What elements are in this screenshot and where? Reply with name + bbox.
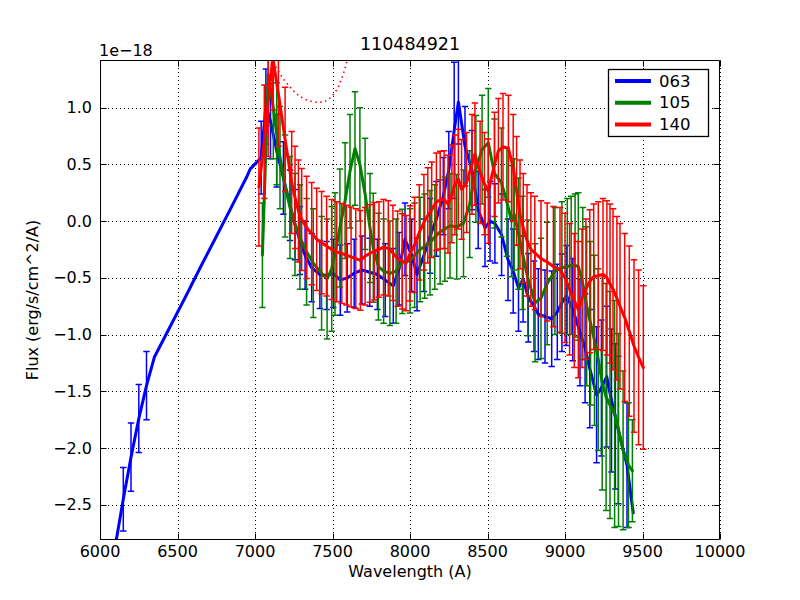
x-axis-label: Wavelength (A) xyxy=(348,562,471,581)
chart-title: 110484921 xyxy=(360,34,460,54)
y-tick-label: −0.5 xyxy=(53,268,92,287)
x-tick-label: 8000 xyxy=(390,542,431,561)
y-tick-label: 1.0 xyxy=(67,98,92,117)
x-tick-label: 7000 xyxy=(235,542,276,561)
y-tick-label: −1.5 xyxy=(53,382,92,401)
y-tick-label: 0.0 xyxy=(67,212,92,231)
y-tick-label: −2.5 xyxy=(53,495,92,514)
spectrum-figure: 6000 6500 7000 7500 8000 8500 9000 9500 10000 −2.… xyxy=(0,0,800,600)
x-tick-label: 9000 xyxy=(545,542,586,561)
y-axis-label: Flux (erg/s/cm^2/A) xyxy=(23,220,42,381)
x-tick-label: 7500 xyxy=(312,542,353,561)
y-tick-label: −2.0 xyxy=(53,439,92,458)
y-axis-offset-text: 1e−18 xyxy=(99,41,153,60)
legend: 063 105 140 xyxy=(609,70,709,137)
legend-label: 140 xyxy=(659,115,691,134)
chart-svg: 6000 6500 7000 7500 8000 8500 9000 9500 10000 −2.… xyxy=(0,0,800,600)
x-tick-label: 8500 xyxy=(467,542,508,561)
y-tick-label: 0.5 xyxy=(67,155,92,174)
x-tick-label: 6000 xyxy=(80,542,121,561)
y-tick-label: −1.0 xyxy=(53,325,92,344)
x-tick-label: 6500 xyxy=(157,542,198,561)
legend-label: 063 xyxy=(659,72,691,91)
legend-label: 105 xyxy=(659,93,691,112)
x-tick-label: 10000 xyxy=(695,542,746,561)
x-tick-label: 9500 xyxy=(622,542,663,561)
